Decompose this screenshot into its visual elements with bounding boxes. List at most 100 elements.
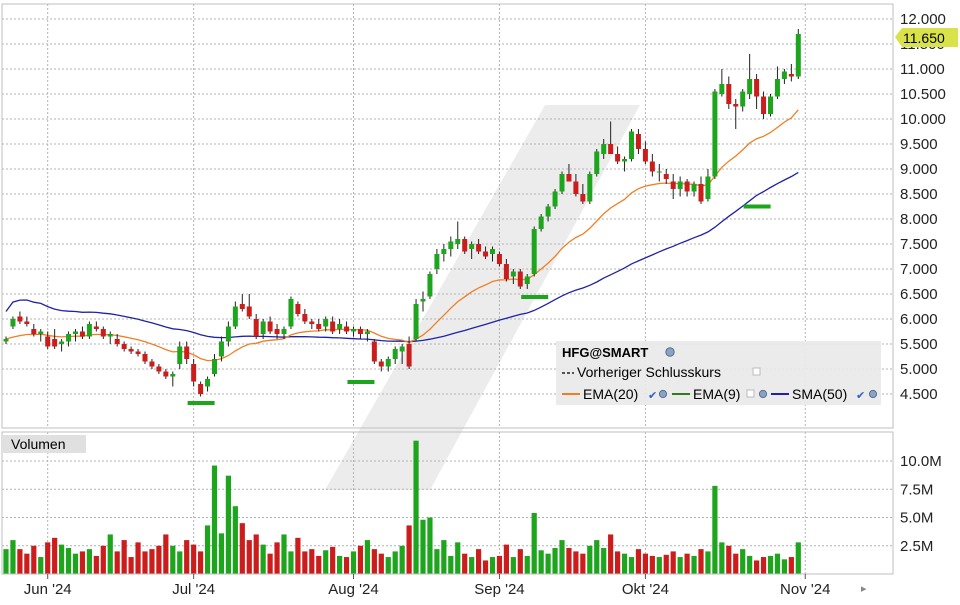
candle-body [163,371,169,377]
candle [469,241,475,259]
volume-bar [177,551,183,574]
volume-bar [469,557,475,574]
volume-label-box: Volumen [2,435,86,453]
candle [31,324,37,337]
sma50-check-icon[interactable]: ✔ [856,390,865,402]
volume-bar [198,551,204,574]
volume-bar [302,551,308,574]
candle [580,184,586,204]
candle-body [531,229,537,274]
price-tick-label: 4.500 [900,386,938,403]
candle-body [52,339,58,347]
candle [726,76,732,109]
candle-body [3,339,9,342]
candle [503,259,509,282]
ema9-settings-icon[interactable] [758,389,768,399]
candle [795,29,801,79]
candle-body [323,319,329,327]
candle-body [538,216,544,229]
volume-bar [135,542,141,574]
volume-bar [413,440,419,574]
candle-body [288,299,294,327]
candle-body [406,344,412,367]
volume-bar [114,551,120,574]
ema9-checkbox[interactable] [746,389,755,398]
candle-body [490,249,495,254]
candle-body [747,79,753,94]
candle-body [114,339,120,344]
candle-body [253,319,259,337]
ema20-settings-icon[interactable] [658,389,668,399]
volume-bar [128,557,134,574]
candle-body [191,364,197,382]
volume-bar [45,542,51,574]
volume-bar [72,553,79,574]
volume-bar [399,545,405,574]
ema20-check-icon[interactable]: ✔ [648,390,657,402]
last-price-value: 11.650 [903,30,945,46]
volume-bar [587,545,593,574]
candle [552,189,558,209]
candle [73,329,78,342]
volume-bar [184,540,190,574]
candle-body [107,334,113,337]
volume-bar [246,540,252,574]
candle-body [517,271,523,287]
candle-body [642,149,648,162]
candle [434,249,440,274]
volume-bar [330,546,336,574]
candle [635,129,641,154]
candle [719,69,725,97]
volume-bar [204,525,211,574]
candle [601,139,607,159]
volume-bar [482,560,489,574]
candle-body [38,331,44,334]
candle [399,344,405,364]
symbol-settings-icon[interactable] [665,347,675,357]
volume-bar [295,537,301,574]
candle-body [635,134,641,149]
prev-close-checkbox[interactable] [752,367,761,376]
candle-body [170,374,176,377]
candle [66,331,72,347]
volume-bar [323,550,329,574]
candle-body [378,361,384,367]
volume-bar [767,555,774,574]
candle-body [337,324,343,329]
volume-tick-label: 2.5M [900,538,933,555]
volume-bar [545,553,551,574]
support-marker [187,401,215,405]
month-label: Jun '24 [24,581,72,598]
candle [587,171,593,204]
volume-bar [795,542,801,574]
candle [761,91,767,119]
volume-bar [441,540,447,574]
volume-tick-label: 5.0M [900,510,933,527]
axes: 4.500 5.000 5.500 6.000 6.500 7.000 7.500 8.000… [1,3,946,598]
volume-bar [239,523,245,574]
candle-body [545,206,551,217]
volume-bar [170,545,176,574]
candle [260,319,266,339]
volume-bar [107,534,113,574]
candle-body [100,329,106,337]
volume-bar [754,560,760,574]
candle-body [267,321,273,332]
volume-bar [378,553,384,574]
candle-body [629,131,634,159]
candle [337,319,343,334]
volume-bar [705,551,711,574]
price-tick-label: 7.500 [900,236,938,253]
volume-bar [684,553,690,574]
candle-body [496,254,502,264]
candle [246,294,252,319]
price-tick-label: 9.000 [900,161,938,178]
candle [114,334,120,347]
volume-bar [698,549,704,574]
candle-body [295,304,301,314]
scroll-right-icon[interactable]: ▸ [861,583,867,595]
candle [212,354,217,377]
support-marker [521,295,549,299]
volume-bar [601,548,607,574]
sma50-settings-icon[interactable] [868,389,878,399]
